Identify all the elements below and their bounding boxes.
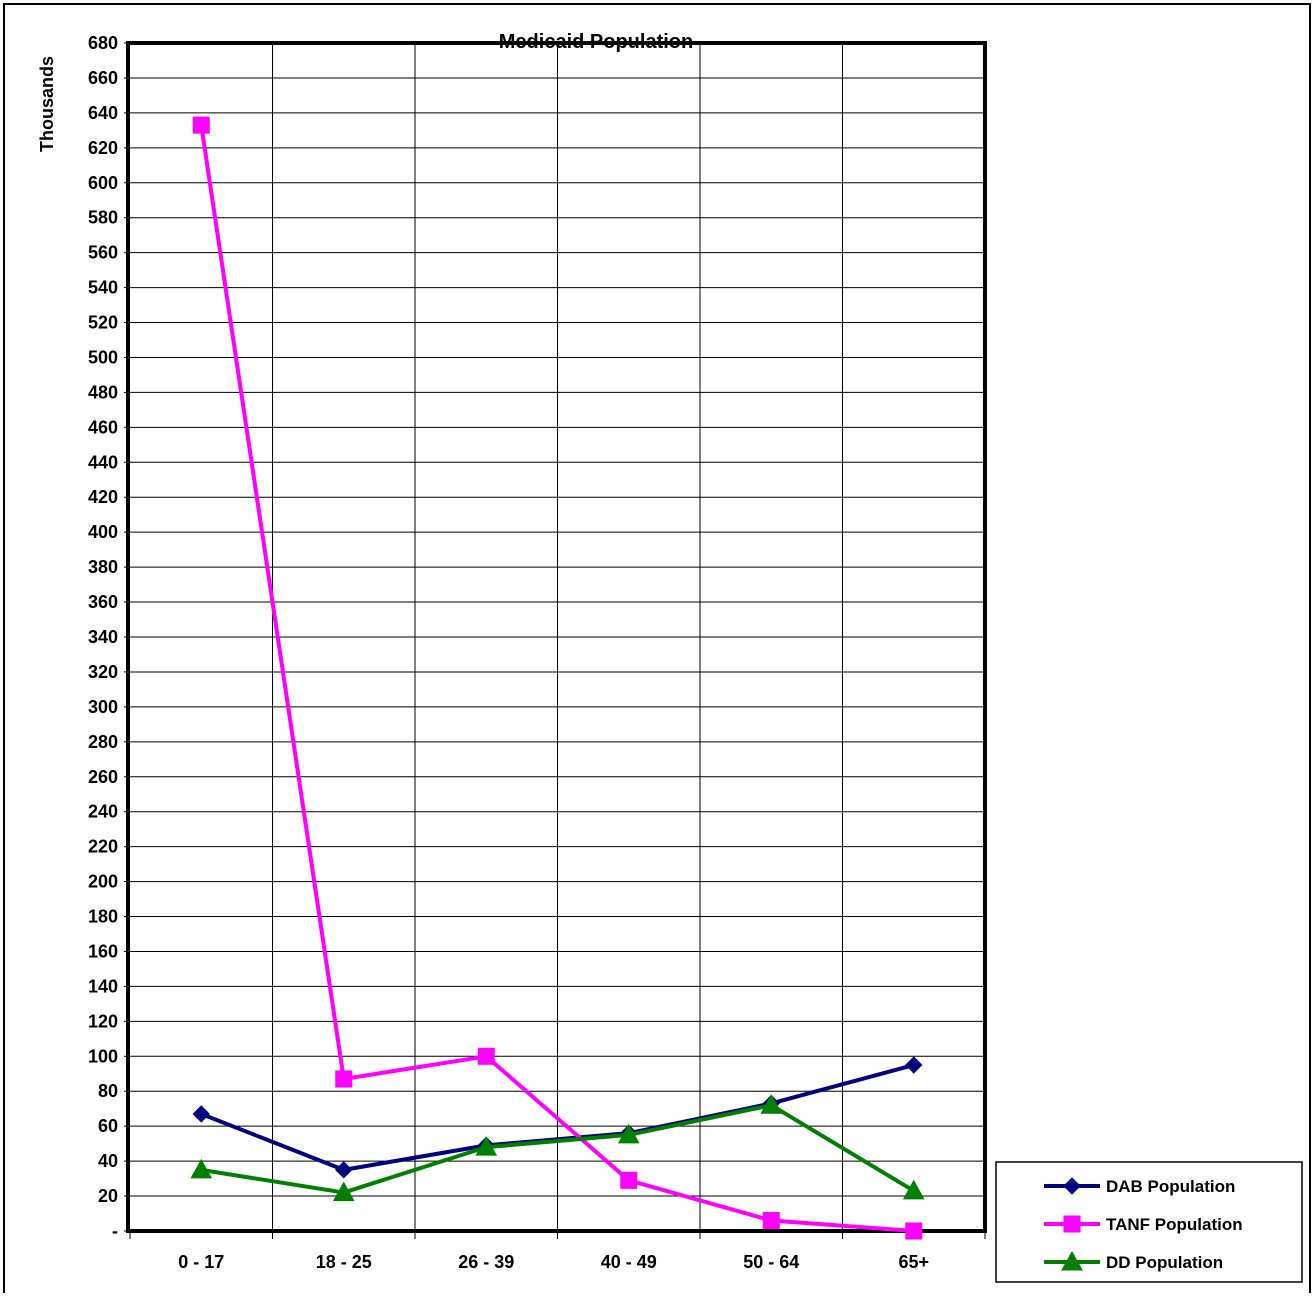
dd-population-point [902, 1179, 925, 1200]
y-tick-label: 520 [88, 313, 118, 333]
y-tick-label: 160 [88, 941, 118, 961]
y-tick-label: 380 [88, 557, 118, 577]
dab-population-point [335, 1161, 353, 1179]
y-tick-label: 460 [88, 417, 118, 437]
y-tick-label: 180 [88, 907, 118, 927]
chart-frame [3, 3, 1311, 1295]
series-layer [190, 116, 925, 1240]
tanf-population-legend-label: TANF Population [1106, 1215, 1243, 1234]
y-tick-label: 660 [88, 68, 118, 88]
x-tick-label: 40 - 49 [601, 1252, 657, 1272]
axis-layer: - 20 40 60 80 100 120 140 160 180 200 220 240 260 280 3… [88, 33, 986, 1272]
dd-population-point [332, 1181, 355, 1202]
y-tick-label: 240 [88, 802, 118, 822]
dab-population-legend-label: DAB Population [1106, 1177, 1235, 1196]
y-tick-label: 40 [98, 1151, 118, 1171]
tanf-population-point [620, 1171, 638, 1189]
y-tick-label: 480 [88, 382, 118, 402]
dd-population-legend-label: DD Population [1106, 1253, 1223, 1272]
y-tick-label: 100 [88, 1046, 118, 1066]
y-tick-label: 220 [88, 837, 118, 857]
y-tick-label: 200 [88, 872, 118, 892]
x-tick-label: 18 - 25 [316, 1252, 372, 1272]
y-tick-label: 260 [88, 767, 118, 787]
tanf-population-point [762, 1212, 780, 1230]
y-tick-label: 680 [88, 33, 118, 53]
tanf-population-legend-marker [1063, 1215, 1081, 1233]
y-tick-label: 120 [88, 1011, 118, 1031]
y-tick-label: 360 [88, 592, 118, 612]
y-tick-label: 320 [88, 662, 118, 682]
y-tick-label: - [112, 1221, 118, 1241]
y-tick-label: 440 [88, 452, 118, 472]
x-tick-label: 65+ [898, 1252, 929, 1272]
y-tick-label: 280 [88, 732, 118, 752]
y-tick-label: 560 [88, 243, 118, 263]
y-tick-label: 300 [88, 697, 118, 717]
x-tick-label: 26 - 39 [458, 1252, 514, 1272]
y-tick-label: 640 [88, 103, 118, 123]
y-tick-label: 60 [98, 1116, 118, 1136]
tanf-population-point [192, 116, 210, 134]
y-tick-label: 540 [88, 278, 118, 298]
dd-population-line [200, 1103, 915, 1195]
legend: DAB Population TANF Population DD Populati… [995, 1161, 1303, 1283]
dab-population-point [905, 1056, 923, 1074]
dd-population-point [190, 1158, 213, 1179]
y-axis-title: Thousands [37, 56, 57, 152]
y-tick-label: 400 [88, 522, 118, 542]
y-tick-label: 620 [88, 138, 118, 158]
grid-layer [130, 43, 985, 1231]
y-tick-label: 580 [88, 208, 118, 228]
y-tick-label: 420 [88, 487, 118, 507]
dab-population-legend-marker [1063, 1177, 1081, 1195]
y-tick-label: 80 [98, 1081, 118, 1101]
dd-population-point [617, 1123, 640, 1144]
y-tick-label: 600 [88, 173, 118, 193]
tanf-population-point [477, 1047, 495, 1065]
chart-title: Medicaid Population [499, 31, 693, 53]
y-tick-label: 140 [88, 976, 118, 996]
x-tick-label: 50 - 64 [743, 1252, 799, 1272]
tanf-population-point [335, 1070, 353, 1088]
tanf-population-line [199, 124, 914, 1233]
y-tick-label: 340 [88, 627, 118, 647]
dd-population-point [475, 1136, 498, 1156]
tanf-population-point [905, 1222, 923, 1240]
x-tick-label: 0 - 17 [178, 1252, 224, 1272]
dab-population-point [192, 1105, 210, 1123]
dd-population-legend-marker [1061, 1250, 1083, 1271]
y-tick-label: 20 [98, 1186, 118, 1206]
y-tick-label: 500 [88, 347, 118, 367]
dd-population-point [760, 1094, 783, 1114]
